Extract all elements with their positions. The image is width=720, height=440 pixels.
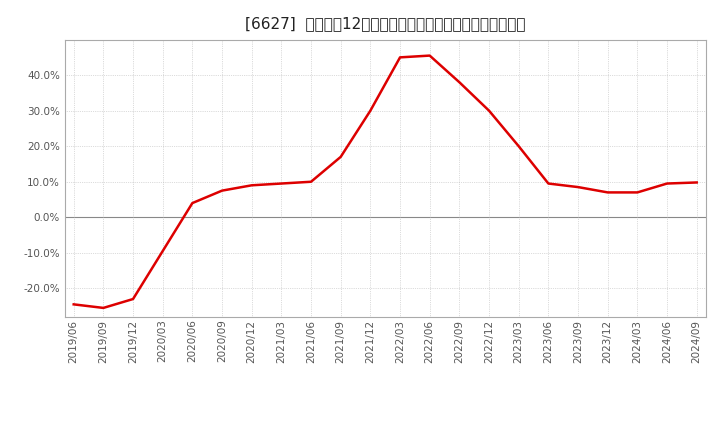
Title: [6627]  売上高の12か月移動合計の対前年同期増減率の推移: [6627] 売上高の12か月移動合計の対前年同期増減率の推移 (245, 16, 526, 32)
